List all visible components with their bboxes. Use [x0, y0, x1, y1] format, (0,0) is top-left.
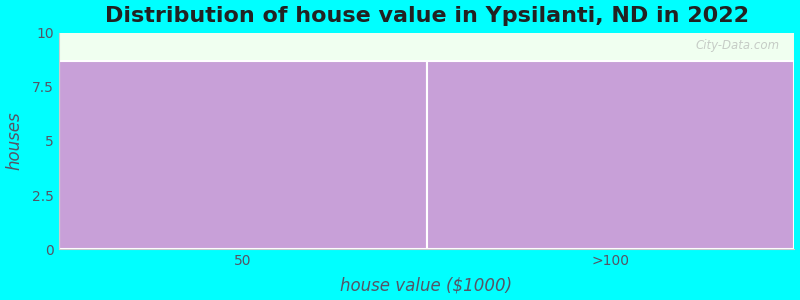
Title: Distribution of house value in Ypsilanti, ND in 2022: Distribution of house value in Ypsilanti… — [105, 6, 749, 26]
Bar — [58, 61, 426, 249]
Text: City-Data.com: City-Data.com — [696, 39, 780, 52]
Y-axis label: houses: houses — [6, 112, 23, 170]
X-axis label: house value ($1000): house value ($1000) — [341, 276, 513, 294]
Bar — [426, 61, 794, 249]
